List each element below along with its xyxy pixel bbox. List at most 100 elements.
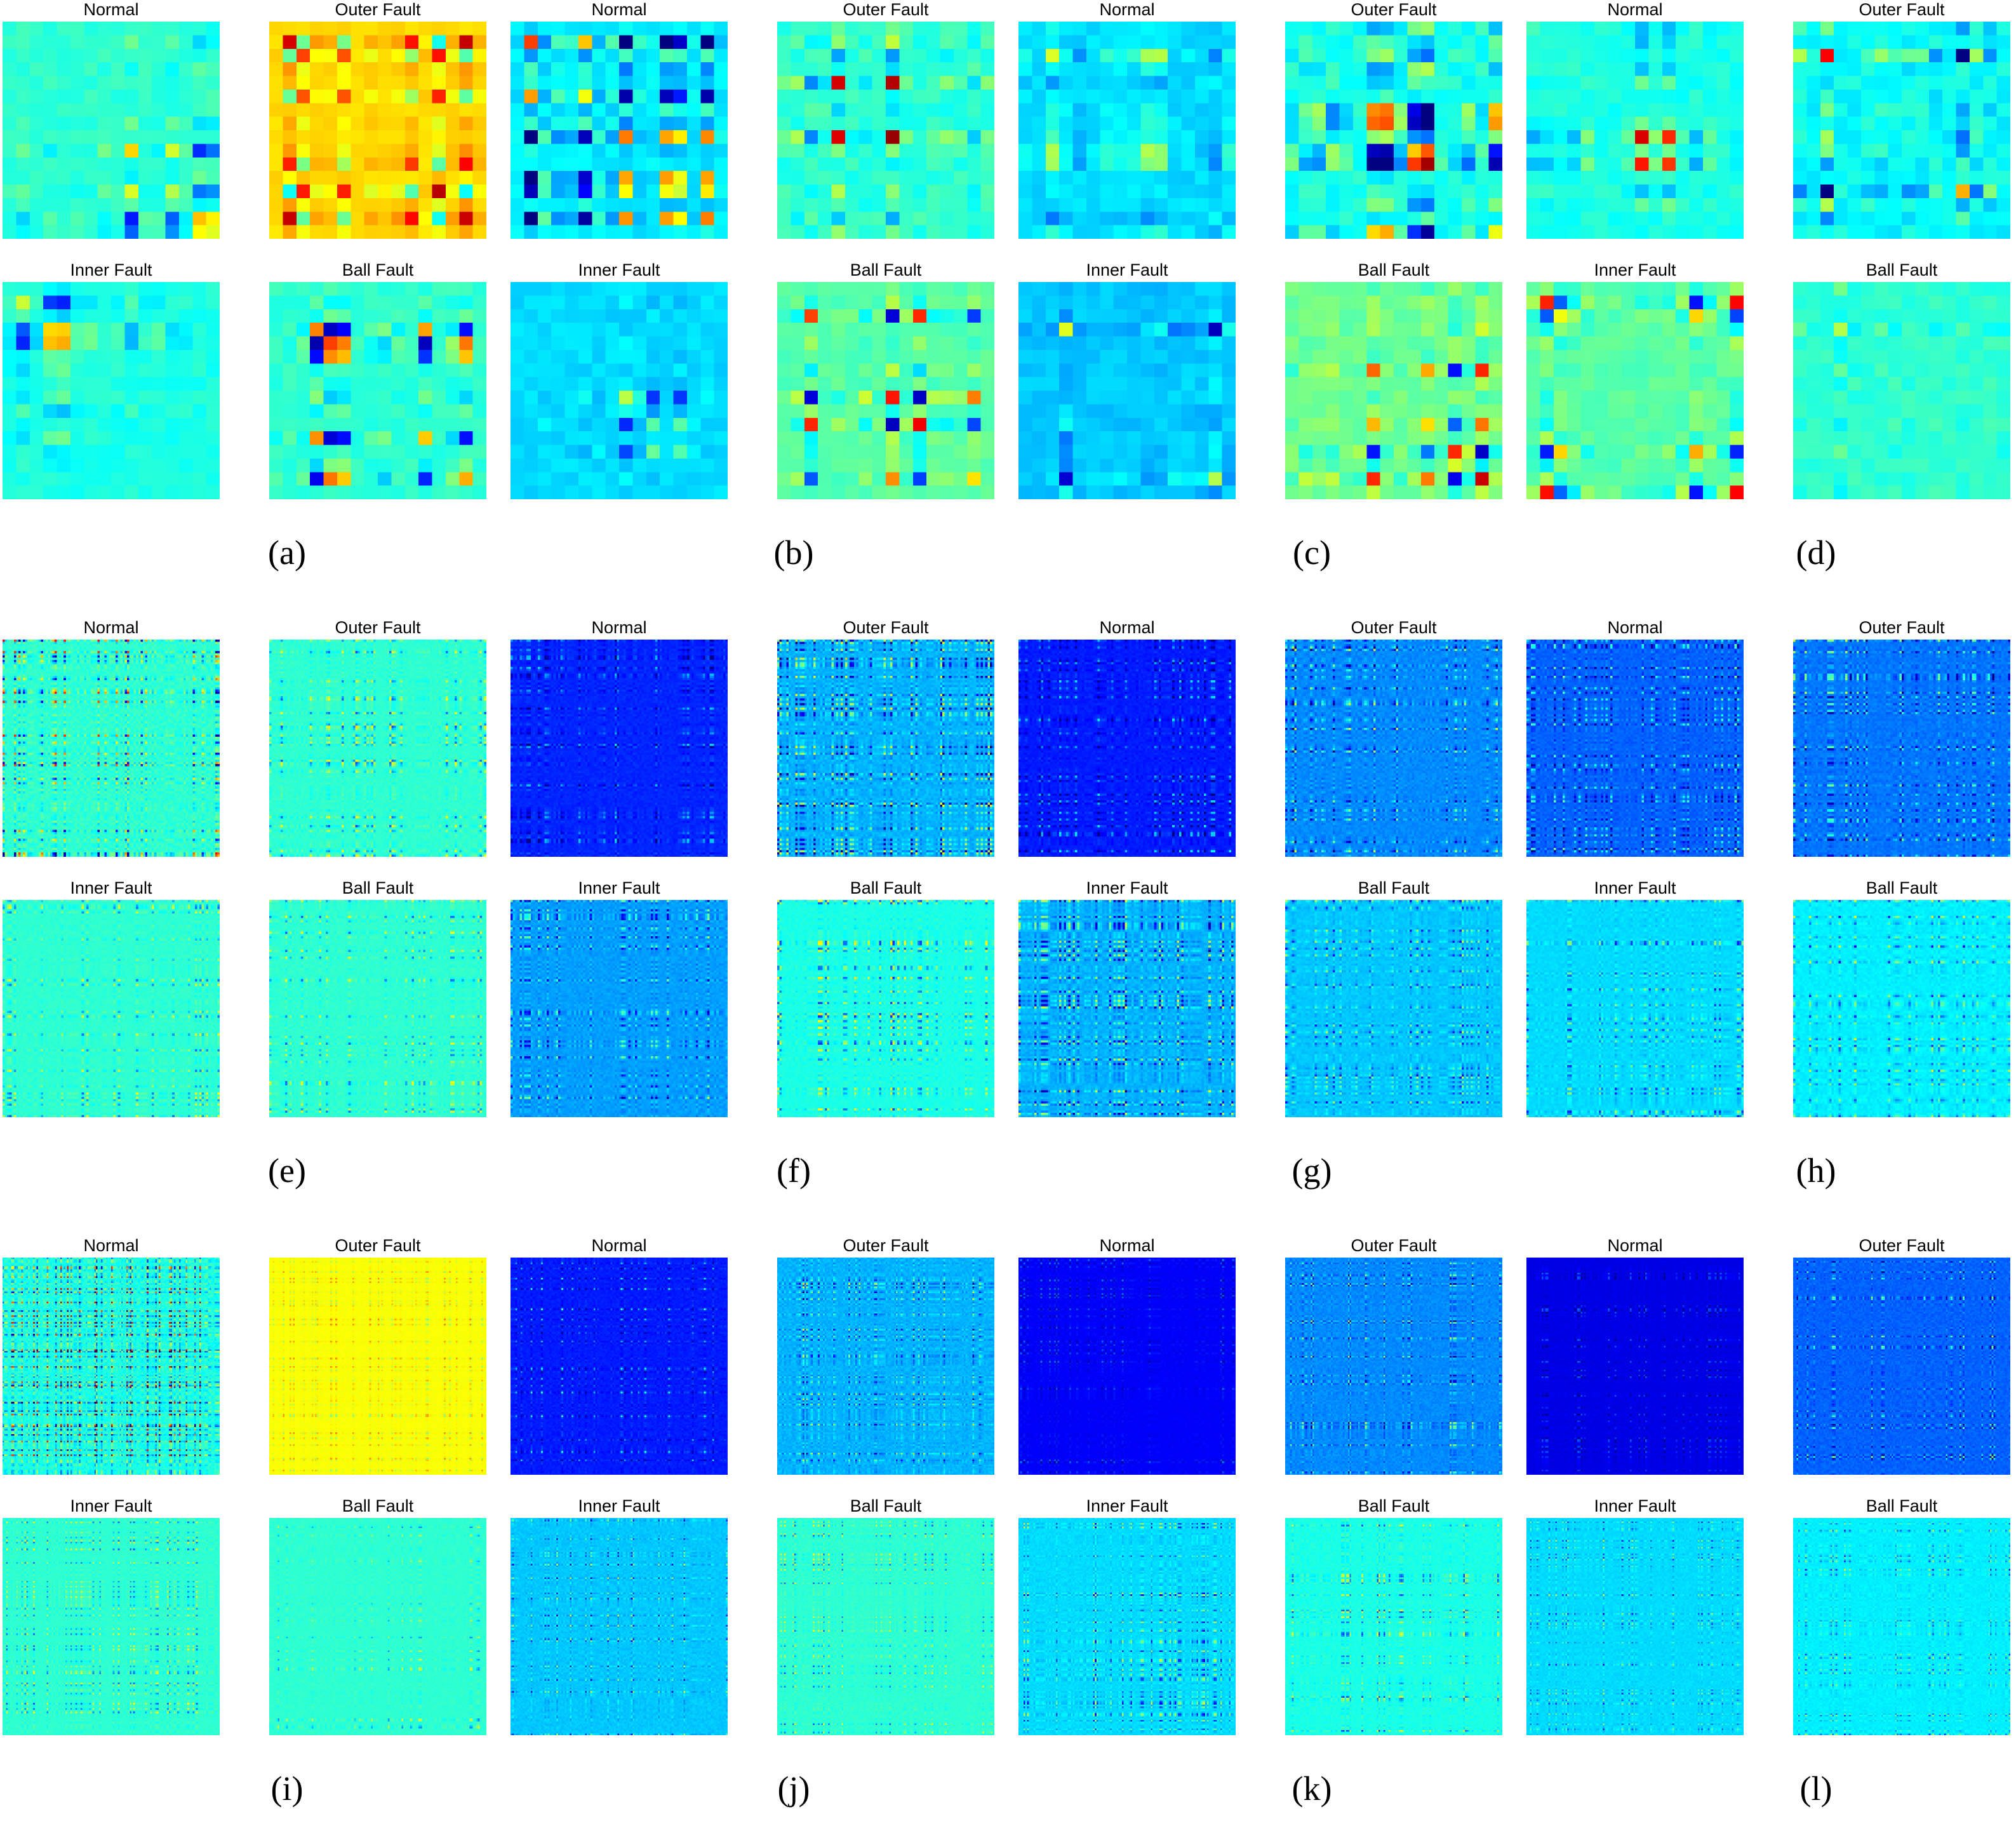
panel-title: Normal — [1099, 1236, 1155, 1255]
heatmap-panel: Normal — [511, 0, 728, 239]
recurrence-plot-image — [777, 1518, 994, 1735]
subfigure-label: (a) — [268, 534, 306, 572]
panel-title: Inner Fault — [578, 260, 660, 279]
heatmap-panel: Outer Fault — [1285, 618, 1502, 857]
recurrence-plot-image — [511, 900, 728, 1117]
panel-title: Ball Fault — [850, 878, 922, 897]
recurrence-plot-image — [511, 1258, 728, 1475]
recurrence-plot-image — [1285, 900, 1502, 1117]
heatmap-panel: Outer Fault — [1793, 618, 2010, 857]
heatmap-panel: Normal — [1018, 1236, 1236, 1475]
panel-title: Inner Fault — [578, 878, 660, 897]
heatmap-panel: Outer Fault — [269, 618, 486, 857]
subfigure-label: (d) — [1796, 534, 1836, 572]
panel-title: Normal — [1607, 0, 1663, 19]
panel-title: Outer Fault — [1351, 0, 1437, 19]
recurrence-plot-image — [1285, 1518, 1502, 1735]
recurrence-plot-image — [269, 640, 486, 857]
panel-title: Normal — [1099, 0, 1155, 19]
heatmap-panel: Normal — [1526, 1236, 1744, 1475]
recurrence-plot-image — [1018, 640, 1236, 857]
heatmap-panel: Ball Fault — [269, 878, 486, 1117]
panel-title: Normal — [1607, 1236, 1663, 1255]
heatmap-panel: Outer Fault — [269, 1236, 486, 1475]
recurrence-plot-image — [3, 1518, 220, 1735]
recurrence-plot-image — [777, 282, 994, 499]
recurrence-plot-image — [1018, 282, 1236, 499]
panel-title: Outer Fault — [1859, 0, 1945, 19]
heatmap-panel: Ball Fault — [269, 1496, 486, 1735]
heatmap-panel: Normal — [1018, 0, 1236, 239]
panel-title: Normal — [83, 618, 139, 637]
panel-title: Ball Fault — [342, 260, 414, 279]
panel-title: Ball Fault — [1866, 1496, 1938, 1515]
heatmap-panel: Outer Fault — [777, 0, 994, 239]
recurrence-plot-image — [511, 640, 728, 857]
recurrence-plot-image — [777, 640, 994, 857]
heatmap-panel: Outer Fault — [1285, 1236, 1502, 1475]
panel-title: Outer Fault — [335, 618, 421, 637]
recurrence-plot-image — [269, 900, 486, 1117]
recurrence-plot-image — [1285, 1258, 1502, 1475]
panel-title: Ball Fault — [850, 260, 922, 279]
panel-title: Inner Fault — [1086, 260, 1168, 279]
panel-title: Outer Fault — [335, 1236, 421, 1255]
panel-title: Inner Fault — [1594, 1496, 1676, 1515]
recurrence-plot-image — [1526, 900, 1744, 1117]
recurrence-plot-image — [511, 1518, 728, 1735]
heatmap-panel: Inner Fault — [1526, 260, 1744, 499]
recurrence-plot-image — [1526, 1258, 1744, 1475]
subfigure-label: (k) — [1292, 1769, 1332, 1808]
heatmap-panel: Ball Fault — [1285, 878, 1502, 1117]
recurrence-plot-image — [777, 22, 994, 239]
recurrence-plot-image — [3, 22, 220, 239]
panel-title: Ball Fault — [342, 1496, 414, 1515]
heatmap-panel: Inner Fault — [511, 878, 728, 1117]
recurrence-plot-image — [1018, 1518, 1236, 1735]
recurrence-plot-image — [511, 22, 728, 239]
recurrence-plot-image — [1793, 640, 2010, 857]
panel-title: Outer Fault — [1859, 618, 1945, 637]
heatmap-panel: Inner Fault — [1526, 1496, 1744, 1735]
panel-title: Inner Fault — [1086, 878, 1168, 897]
panel-title: Normal — [591, 618, 647, 637]
recurrence-plot-image — [511, 282, 728, 499]
panel-title: Normal — [1607, 618, 1663, 637]
heatmap-panel: Ball Fault — [777, 260, 994, 499]
panel-title: Normal — [83, 1236, 139, 1255]
recurrence-plot-image — [1018, 1258, 1236, 1475]
panel-title: Outer Fault — [335, 0, 421, 19]
panel-title: Ball Fault — [850, 1496, 922, 1515]
subfigure-label: (i) — [270, 1769, 304, 1808]
recurrence-plot-image — [1793, 1518, 2010, 1735]
panel-title: Inner Fault — [1594, 878, 1676, 897]
panel-title: Ball Fault — [1866, 260, 1938, 279]
heatmap-panel: Inner Fault — [3, 878, 220, 1117]
heatmap-panel: Inner Fault — [1526, 878, 1744, 1117]
recurrence-plot-image — [269, 22, 486, 239]
panel-title: Outer Fault — [1351, 618, 1437, 637]
panel-title: Outer Fault — [843, 618, 929, 637]
recurrence-plot-image — [3, 1258, 220, 1475]
panel-title: Normal — [591, 1236, 647, 1255]
heatmap-panel: Ball Fault — [1793, 878, 2010, 1117]
heatmap-panel: Ball Fault — [1793, 1496, 2010, 1735]
recurrence-plot-image — [1793, 282, 2010, 499]
panel-title: Ball Fault — [1358, 878, 1430, 897]
recurrence-plot-image — [1526, 1518, 1744, 1735]
recurrence-plot-image — [1018, 900, 1236, 1117]
recurrence-plot-image — [3, 900, 220, 1117]
heatmap-panel: Inner Fault — [1018, 260, 1236, 499]
panel-title: Normal — [83, 0, 139, 19]
heatmap-panel: Inner Fault — [3, 1496, 220, 1735]
panel-title: Normal — [591, 0, 647, 19]
panel-title: Inner Fault — [70, 878, 152, 897]
recurrence-plot-image — [3, 640, 220, 857]
recurrence-plot-image — [1285, 22, 1502, 239]
heatmap-panel: Outer Fault — [777, 618, 994, 857]
heatmap-panel: Ball Fault — [269, 260, 486, 499]
heatmap-panel: Inner Fault — [1018, 878, 1236, 1117]
subfigure-label: (h) — [1796, 1151, 1836, 1190]
heatmap-panel: Inner Fault — [1018, 1496, 1236, 1735]
